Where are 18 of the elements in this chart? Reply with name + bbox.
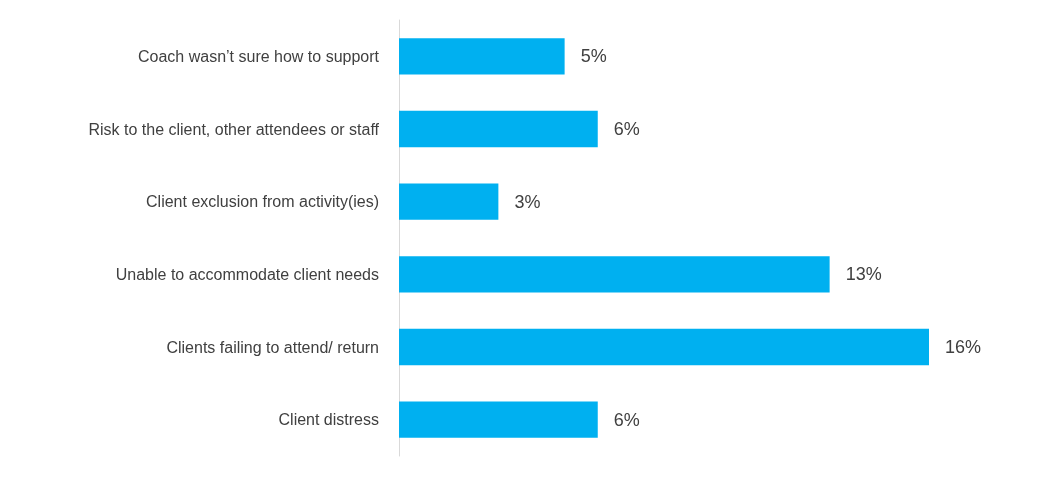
y-tick-label: Unable to accommodate client needs xyxy=(115,265,379,283)
data-label: 6% xyxy=(613,409,640,430)
data-label: 16% xyxy=(945,337,982,357)
bar xyxy=(399,328,929,366)
y-tick-label: Coach wasn’t sure how to support xyxy=(137,47,380,65)
bar xyxy=(399,110,598,148)
y-tick-label: Risk to the client, other attendees or staff xyxy=(88,120,380,138)
bar xyxy=(399,38,565,75)
data-label: 3% xyxy=(514,191,541,212)
y-tick-label: Clients failing to attend/ return xyxy=(166,338,379,356)
bar xyxy=(399,256,830,293)
y-tick-label: Client distress xyxy=(278,411,379,429)
data-label: 5% xyxy=(580,46,607,67)
data-label: 13% xyxy=(845,264,882,285)
data-label: 6% xyxy=(613,119,640,139)
bar xyxy=(399,183,499,220)
y-tick-label: Client exclusion from activity(ies) xyxy=(146,193,379,211)
bar xyxy=(399,401,598,438)
